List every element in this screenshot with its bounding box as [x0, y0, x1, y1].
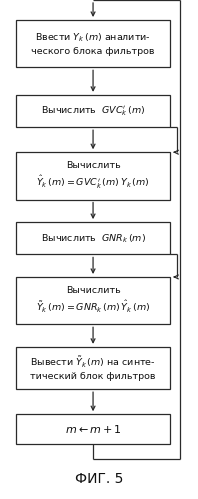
Text: Вычислить
$\hat{Y}_k\,(m) = GVC_k^{\prime}\,(m)\,Y_k\,(m)$: Вычислить $\hat{Y}_k\,(m) = GVC_k^{\prim… — [36, 161, 150, 191]
Text: Вычислить  $GNR_k\,(m)$: Вычислить $GNR_k\,(m)$ — [41, 232, 146, 245]
Text: Вычислить  $GVC_k^{\prime}\,(m)$: Вычислить $GVC_k^{\prime}\,(m)$ — [41, 104, 145, 118]
Text: ФИГ. 5: ФИГ. 5 — [75, 472, 123, 486]
Text: Вывести $\tilde{Y}_k\,(m)$ на синте-
тический блок фильтров: Вывести $\tilde{Y}_k\,(m)$ на синте- тич… — [30, 355, 156, 381]
Text: Ввести $Y_k\,(m)$ аналити-
ческого блока фильтров: Ввести $Y_k\,(m)$ аналити- ческого блока… — [31, 32, 155, 55]
FancyBboxPatch shape — [16, 347, 170, 389]
FancyBboxPatch shape — [16, 222, 170, 254]
Text: Вычислить
$\tilde{Y}_k\,(m) = GNR_k\,(m)\,\hat{Y}_k\,(m)$: Вычислить $\tilde{Y}_k\,(m) = GNR_k\,(m)… — [36, 286, 150, 315]
FancyBboxPatch shape — [16, 152, 170, 200]
Text: $m \leftarrow m+1$: $m \leftarrow m+1$ — [65, 423, 122, 435]
FancyBboxPatch shape — [16, 95, 170, 127]
FancyBboxPatch shape — [16, 414, 170, 444]
FancyBboxPatch shape — [16, 277, 170, 324]
FancyBboxPatch shape — [16, 20, 170, 67]
